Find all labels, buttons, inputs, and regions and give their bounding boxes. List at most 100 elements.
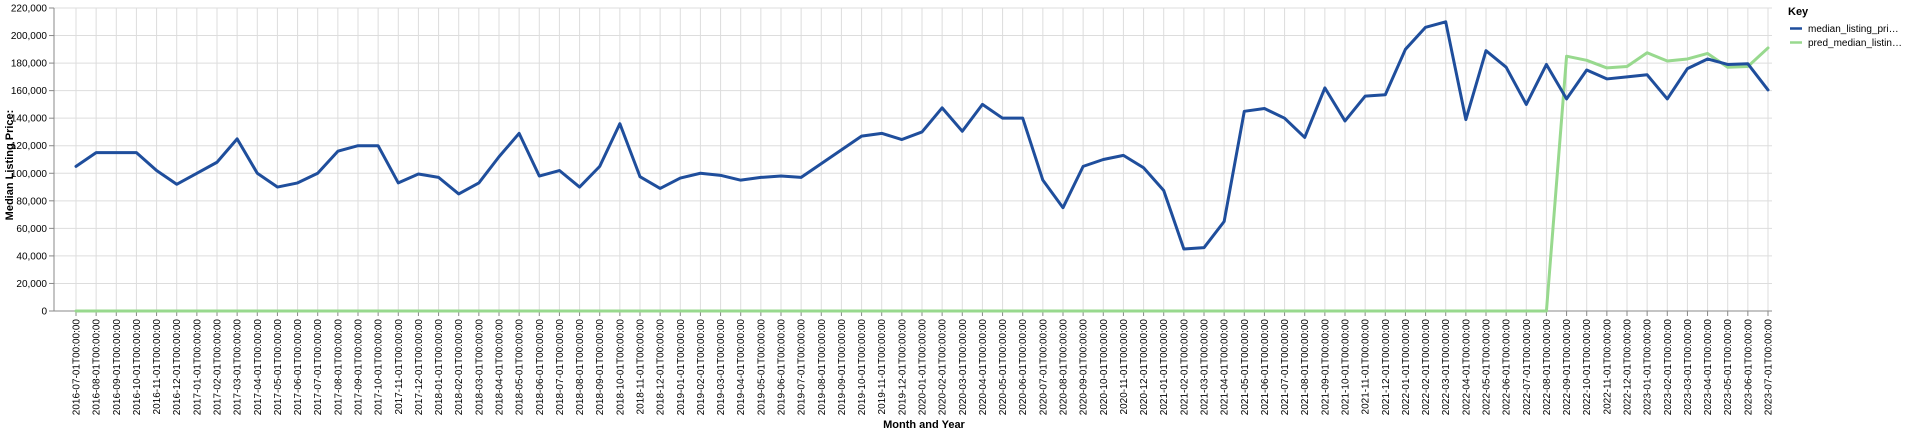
y-tick-label: 80,000: [16, 196, 47, 207]
x-tick-label: 2020-04-01T00:00:00: [978, 319, 989, 416]
x-tick-label: 2020-03-01T00:00:00: [958, 319, 969, 416]
x-tick-label: 2021-07-01T00:00:00: [1280, 319, 1291, 416]
x-tick-label: 2017-04-01T00:00:00: [253, 319, 264, 416]
x-tick-label: 2019-09-01T00:00:00: [837, 319, 848, 416]
x-tick-label: 2020-06-01T00:00:00: [1018, 319, 1029, 416]
x-tick-label: 2022-05-01T00:00:00: [1482, 319, 1493, 416]
gridlines: [54, 7, 1772, 312]
x-tick-label: 2022-01-01T00:00:00: [1401, 319, 1412, 416]
y-tick-label: 0: [41, 307, 47, 318]
y-tick-label: 180,000: [11, 59, 48, 70]
x-tick-label: 2021-08-01T00:00:00: [1300, 319, 1311, 416]
x-tick-label: 2019-01-01T00:00:00: [676, 319, 687, 416]
x-tick-label: 2016-07-01T00:00:00: [72, 319, 83, 416]
x-tick-label: 2017-02-01T00:00:00: [213, 319, 224, 416]
x-tick-label: 2022-06-01T00:00:00: [1502, 319, 1513, 416]
legend-label: median_listing_pri…: [1808, 24, 1899, 35]
x-tick-label: 2018-03-01T00:00:00: [474, 319, 485, 416]
x-tick-label: 2018-12-01T00:00:00: [656, 319, 667, 416]
x-tick-label: 2023-02-01T00:00:00: [1663, 319, 1674, 416]
x-tick-label: 2021-09-01T00:00:00: [1320, 319, 1331, 416]
series-line-pred-median-listin: [74, 46, 1770, 313]
x-tick-label: 2022-02-01T00:00:00: [1421, 319, 1432, 416]
y-tick-label: 140,000: [11, 114, 48, 125]
x-tick-label: 2021-04-01T00:00:00: [1220, 319, 1231, 416]
x-tick-label: 2017-07-01T00:00:00: [313, 319, 324, 416]
x-tick-label: 2020-12-01T00:00:00: [1139, 319, 1150, 416]
x-tick-label: 2018-07-01T00:00:00: [555, 319, 566, 416]
axes: 0 20,000 40,000 60,000 80,000 100,000 120,000 1…: [11, 4, 1775, 416]
x-tick-label: 2019-10-01T00:00:00: [857, 319, 868, 416]
series-lines: [74, 20, 1770, 313]
x-tick-label: 2016-11-01T00:00:00: [152, 319, 163, 415]
x-tick-label: 2022-12-01T00:00:00: [1623, 319, 1634, 416]
x-tick-label: 2019-07-01T00:00:00: [797, 319, 808, 416]
y-tick-label: 60,000: [16, 224, 47, 235]
y-axis-label: Median Listing Price:: [4, 110, 16, 221]
x-tick-label: 2022-07-01T00:00:00: [1522, 319, 1533, 416]
x-tick-label: 2021-02-01T00:00:00: [1179, 319, 1190, 416]
x-tick-label: 2016-08-01T00:00:00: [92, 319, 103, 416]
x-tick-label: 2016-10-01T00:00:00: [132, 319, 143, 416]
y-tick-label: 20,000: [16, 279, 47, 290]
x-tick-label: 2023-04-01T00:00:00: [1703, 319, 1714, 416]
x-tick-label: 2023-01-01T00:00:00: [1643, 319, 1654, 416]
x-tick-label: 2023-05-01T00:00:00: [1723, 319, 1734, 416]
x-tick-label: 2018-08-01T00:00:00: [575, 319, 586, 416]
x-tick-label: 2019-04-01T00:00:00: [736, 319, 747, 416]
x-tick-label: 2018-01-01T00:00:00: [434, 319, 445, 416]
x-tick-label: 2021-06-01T00:00:00: [1260, 319, 1271, 416]
x-tick-label: 2019-05-01T00:00:00: [756, 319, 767, 416]
x-tick-label: 2016-09-01T00:00:00: [112, 319, 123, 416]
series-line-median-listing-pri: [74, 20, 1770, 251]
x-tick-label: 2020-09-01T00:00:00: [1079, 319, 1090, 416]
x-tick-label: 2016-12-01T00:00:00: [172, 319, 183, 416]
x-tick-label: 2020-11-01T00:00:00: [1119, 319, 1130, 415]
x-tick-label: 2022-09-01T00:00:00: [1562, 319, 1573, 416]
x-tick-label: 2023-06-01T00:00:00: [1743, 319, 1754, 416]
x-tick-label: 2019-03-01T00:00:00: [716, 319, 727, 416]
x-tick-label: 2020-01-01T00:00:00: [918, 319, 929, 416]
legend-title: Key: [1788, 6, 1809, 18]
x-tick-label: 2021-12-01T00:00:00: [1381, 319, 1392, 416]
legend-label: pred_median_listin…: [1808, 38, 1902, 49]
x-tick-label: 2017-11-01T00:00:00: [394, 319, 405, 415]
x-tick-label: 2017-08-01T00:00:00: [333, 319, 344, 416]
x-tick-label: 2021-05-01T00:00:00: [1240, 319, 1251, 416]
x-tick-label: 2019-08-01T00:00:00: [817, 319, 828, 416]
x-tick-label: 2022-10-01T00:00:00: [1582, 319, 1593, 416]
y-tick-label: 160,000: [11, 86, 48, 97]
x-tick-label: 2018-09-01T00:00:00: [595, 319, 606, 416]
x-tick-label: 2020-08-01T00:00:00: [1059, 319, 1070, 416]
x-tick-label: 2018-10-01T00:00:00: [615, 319, 626, 416]
x-tick-label: 2017-06-01T00:00:00: [293, 319, 304, 416]
x-tick-label: 2019-02-01T00:00:00: [696, 319, 707, 416]
x-axis-label: Month and Year: [883, 419, 965, 431]
y-tick-label: 120,000: [11, 141, 48, 152]
x-tick-label: 2017-10-01T00:00:00: [374, 319, 385, 416]
x-tick-label: 2019-06-01T00:00:00: [777, 319, 788, 416]
x-tick-label: 2021-01-01T00:00:00: [1159, 319, 1170, 416]
x-tick-label: 2022-04-01T00:00:00: [1461, 319, 1472, 416]
y-tick-label: 100,000: [11, 169, 48, 180]
y-tick-label: 40,000: [16, 251, 47, 262]
x-tick-label: 2017-01-01T00:00:00: [192, 319, 203, 416]
x-tick-label: 2023-03-01T00:00:00: [1683, 319, 1694, 416]
x-tick-label: 2020-02-01T00:00:00: [938, 319, 949, 416]
x-tick-label: 2019-11-01T00:00:00: [877, 319, 888, 415]
x-tick-label: 2018-11-01T00:00:00: [636, 319, 647, 415]
x-tick-label: 2022-11-01T00:00:00: [1602, 319, 1613, 415]
x-tick-label: 2017-09-01T00:00:00: [354, 319, 365, 416]
x-tick-label: 2018-05-01T00:00:00: [515, 319, 526, 416]
x-tick-label: 2020-10-01T00:00:00: [1099, 319, 1110, 416]
x-tick-label: 2022-03-01T00:00:00: [1441, 319, 1452, 416]
x-tick-label: 2018-04-01T00:00:00: [495, 319, 506, 416]
x-tick-label: 2020-05-01T00:00:00: [998, 319, 1009, 416]
x-tick-label: 2022-08-01T00:00:00: [1542, 319, 1553, 416]
x-tick-label: 2018-02-01T00:00:00: [454, 319, 465, 416]
x-tick-label: 2021-10-01T00:00:00: [1341, 319, 1352, 416]
x-tick-label: 2019-12-01T00:00:00: [897, 319, 908, 416]
x-tick-label: 2018-06-01T00:00:00: [535, 319, 546, 416]
x-tick-label: 2017-05-01T00:00:00: [273, 319, 284, 416]
